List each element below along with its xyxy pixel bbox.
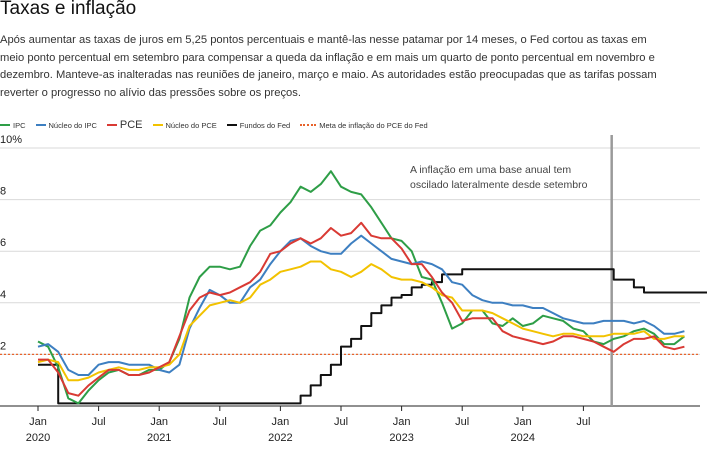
legend-label: PCE [119, 119, 143, 131]
x-tick-label: Jan [514, 416, 532, 428]
y-tick-label: 10% [0, 135, 22, 146]
legend-label: Núcleo do IPC [48, 120, 97, 130]
series-line-2 [38, 221, 685, 397]
x-tick-label: Jul [213, 416, 227, 428]
annotation-text: oscilado lateralmente desde setembro [410, 179, 588, 191]
series-line-3 [37, 260, 685, 382]
x-tick-label: Jul [576, 416, 590, 428]
y-tick-label: 4 [0, 289, 6, 301]
legend-item: Núcleo do PCE [152, 120, 217, 130]
legend: IPC Núcleo do IPC PCE Núcleo do PCE Fundos d… [0, 118, 438, 132]
y-tick-label: 6 [0, 237, 6, 249]
legend-item: Fundos do Fed [226, 120, 291, 130]
annotation: A inflação em uma base anual tem oscilado… [410, 164, 588, 191]
legend-label: Fundos do Fed [239, 120, 291, 130]
legend-swatch [35, 124, 46, 126]
x-tick-year: 2024 [511, 432, 535, 444]
x-tick-label: Jan [272, 416, 290, 428]
x-tick-label: Jan [393, 416, 411, 428]
x-tick-label: Jan [29, 416, 47, 428]
legend-label: Núcleo do PCE [165, 120, 217, 130]
x-tick-year: 2023 [389, 432, 413, 444]
x-tick-label: Jul [92, 416, 106, 428]
annotation-text: A inflação em uma base anual tem [410, 164, 571, 176]
legend-label: Meta de inflação do PCE do Fed [319, 120, 428, 130]
legend-swatch [106, 124, 117, 126]
legend-item: IPC [0, 121, 26, 130]
series-line-4 [38, 268, 707, 405]
legend-swatch [152, 124, 163, 126]
x-tick-label: Jul [334, 416, 348, 428]
y-tick-label: 2 [0, 340, 6, 352]
grid-lines [0, 147, 700, 407]
x-tick-year: 2022 [268, 432, 292, 444]
x-axis-labels: Jan 2020 Jul Jan 2021 Jul Jan 2022 Jul Jan 2023 Jul… [26, 406, 590, 444]
y-tick-label: 8 [0, 186, 6, 198]
x-tick-year: 2021 [147, 432, 171, 444]
series-lines [37, 170, 707, 405]
legend-item: PCE [106, 119, 143, 131]
legend-item: Meta de inflação do PCE do Fed [300, 120, 428, 130]
x-tick-label: Jul [455, 416, 469, 428]
series-line-0 [37, 170, 686, 405]
legend-swatch [300, 124, 317, 126]
y-axis-labels: 2 4 6 8 10% [0, 135, 22, 352]
series-line-1 [37, 234, 685, 376]
x-tick-label: Jan [150, 416, 168, 428]
x-tick-year: 2020 [26, 432, 50, 444]
legend-swatch [226, 124, 237, 126]
chart-title: Taxas e inflação [0, 0, 137, 19]
legend-item: Núcleo do IPC [35, 120, 97, 130]
chart-subtitle: Após aumentar as taxas de juros em 5,25 … [0, 34, 657, 99]
legend-swatch [0, 124, 10, 126]
legend-label: IPC [13, 120, 26, 130]
